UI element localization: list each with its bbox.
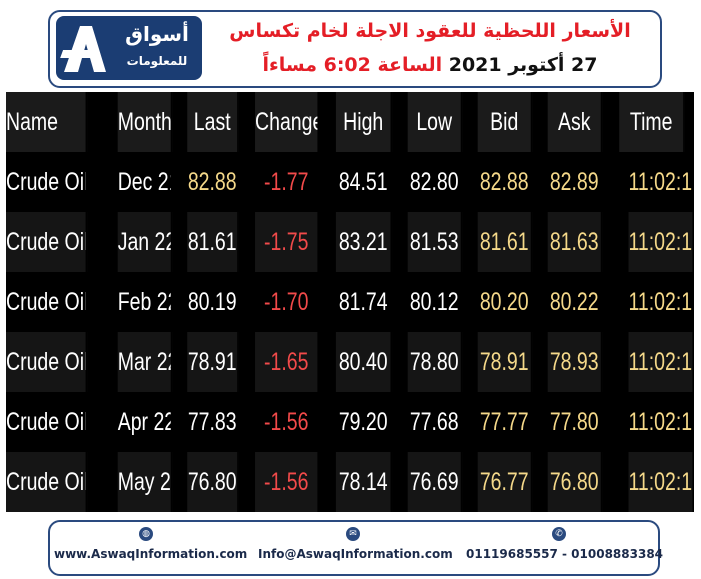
cell-last: 80.19 [187,272,239,332]
column-header: Time [619,92,685,152]
email-text: Info@AswaqInformation.com [258,547,453,561]
logo-text: أسواق [125,22,189,46]
cell-bid: 81.61 [477,212,533,272]
cell-time: 11:02:13 [628,392,694,452]
cell-low: 77.68 [407,392,463,452]
website-text: www.AswaqInformation.com [54,547,248,561]
cell-high: 80.40 [335,332,393,392]
cell-high: 81.74 [335,272,393,332]
cell-time: 11:02:13 [628,452,694,512]
page-title: الأسعار اللحظية للعقود الاجلة لخام تكساس [229,20,631,42]
cell-bid: 76.77 [477,452,533,512]
column-header: Month [117,92,173,152]
cell-ask: 76.80 [547,452,603,512]
column-header: Name [6,92,88,152]
table-row: Crude Oil WTIFeb 2280.19-1.7081.7480.128… [6,272,694,332]
column-header: Bid [477,92,533,152]
cell-month: Jan 22 [117,212,173,272]
cell-time: 11:02:13 [628,152,694,212]
cell-low: 81.53 [407,212,463,272]
cell-low: 80.12 [407,272,463,332]
column-header: Last [187,92,239,152]
table-row: Crude Oil WTIApr 2277.83-1.5679.2077.687… [6,392,694,452]
cell-month: May 22 [117,452,173,512]
cell-low: 78.80 [407,332,463,392]
phone-icon: ✆ [552,527,566,541]
aswaq-logo: أسواق للمعلومات [56,16,202,80]
cell-ask: 80.22 [547,272,603,332]
table-row: Crude Oil WTIMay 2276.80-1.5678.1476.697… [6,452,694,512]
date-text: 27 أكتوبر 2021 [448,54,598,76]
cell-change: -1.70 [255,272,319,332]
phones-text: 01119685557 - 01008883384 [466,547,664,561]
cell-change: -1.65 [255,332,319,392]
cell-change: -1.56 [255,392,319,452]
footer-phones[interactable]: ✆ 01119685557 - 01008883384 [466,527,664,561]
cell-last: 76.80 [187,452,239,512]
cell-high: 84.51 [335,152,393,212]
cell-change: -1.77 [255,152,319,212]
column-header: High [335,92,393,152]
quotes-table: Name Month Last Change High Low Bid Ask … [6,92,694,512]
footer-email[interactable]: ✉ Info@AswaqInformation.com [258,527,453,561]
cell-low: 82.80 [407,152,463,212]
cell-ask: 78.93 [547,332,603,392]
cell-last: 78.91 [187,332,239,392]
cell-last: 82.88 [187,152,239,212]
time-label: الساعة 6:02 [323,54,443,76]
cell-ask: 81.63 [547,212,603,272]
cell-month: Mar 22 [117,332,173,392]
cell-high: 83.21 [335,212,393,272]
cell-name: Crude Oil WTI [6,332,88,392]
mail-icon: ✉ [346,527,360,541]
cell-month: Apr 22 [117,392,173,452]
cell-bid: 82.88 [477,152,533,212]
cell-ask: 82.89 [547,152,603,212]
column-header: Low [407,92,463,152]
column-header: Ask [547,92,603,152]
cell-name: Crude Oil WTI [6,272,88,332]
cell-low: 76.69 [407,452,463,512]
cell-change: -1.75 [255,212,319,272]
cell-bid: 77.77 [477,392,533,452]
cell-name: Crude Oil WTI [6,152,88,212]
cell-bid: 78.91 [477,332,533,392]
cell-ask: 77.80 [547,392,603,452]
cell-last: 81.61 [187,212,239,272]
cell-month: Dec 21 [117,152,173,212]
column-header: Change [255,92,319,152]
cell-change: -1.56 [255,452,319,512]
cell-bid: 80.20 [477,272,533,332]
cell-last: 77.83 [187,392,239,452]
period-label: مساءاً [262,54,317,76]
globe-icon: ◍ [139,527,153,541]
table-row: Crude Oil WTIJan 2281.61-1.7583.2181.538… [6,212,694,272]
cell-high: 79.20 [335,392,393,452]
cell-time: 11:02:13 [628,272,694,332]
cell-high: 78.14 [335,452,393,512]
date-time-line: 27 أكتوبر 2021 الساعة 6:02 مساءاً [210,54,650,76]
logo-subtext: للمعلومات [126,54,188,68]
cell-name: Crude Oil WTI [6,392,88,452]
cell-time: 11:02:13 [628,332,694,392]
table-header-row: Name Month Last Change High Low Bid Ask … [6,92,694,152]
logo-a-icon [60,26,106,72]
footer-website[interactable]: ◍ www.AswaqInformation.com [54,527,248,561]
table-row: Crude Oil WTIMar 2278.91-1.6580.4078.807… [6,332,694,392]
cell-name: Crude Oil WTI [6,452,88,512]
table-row: Crude Oil WTIDec 2182.88-1.7784.5182.808… [6,152,694,212]
cell-time: 11:02:13 [628,212,694,272]
cell-month: Feb 22 [117,272,173,332]
cell-name: Crude Oil WTI [6,212,88,272]
